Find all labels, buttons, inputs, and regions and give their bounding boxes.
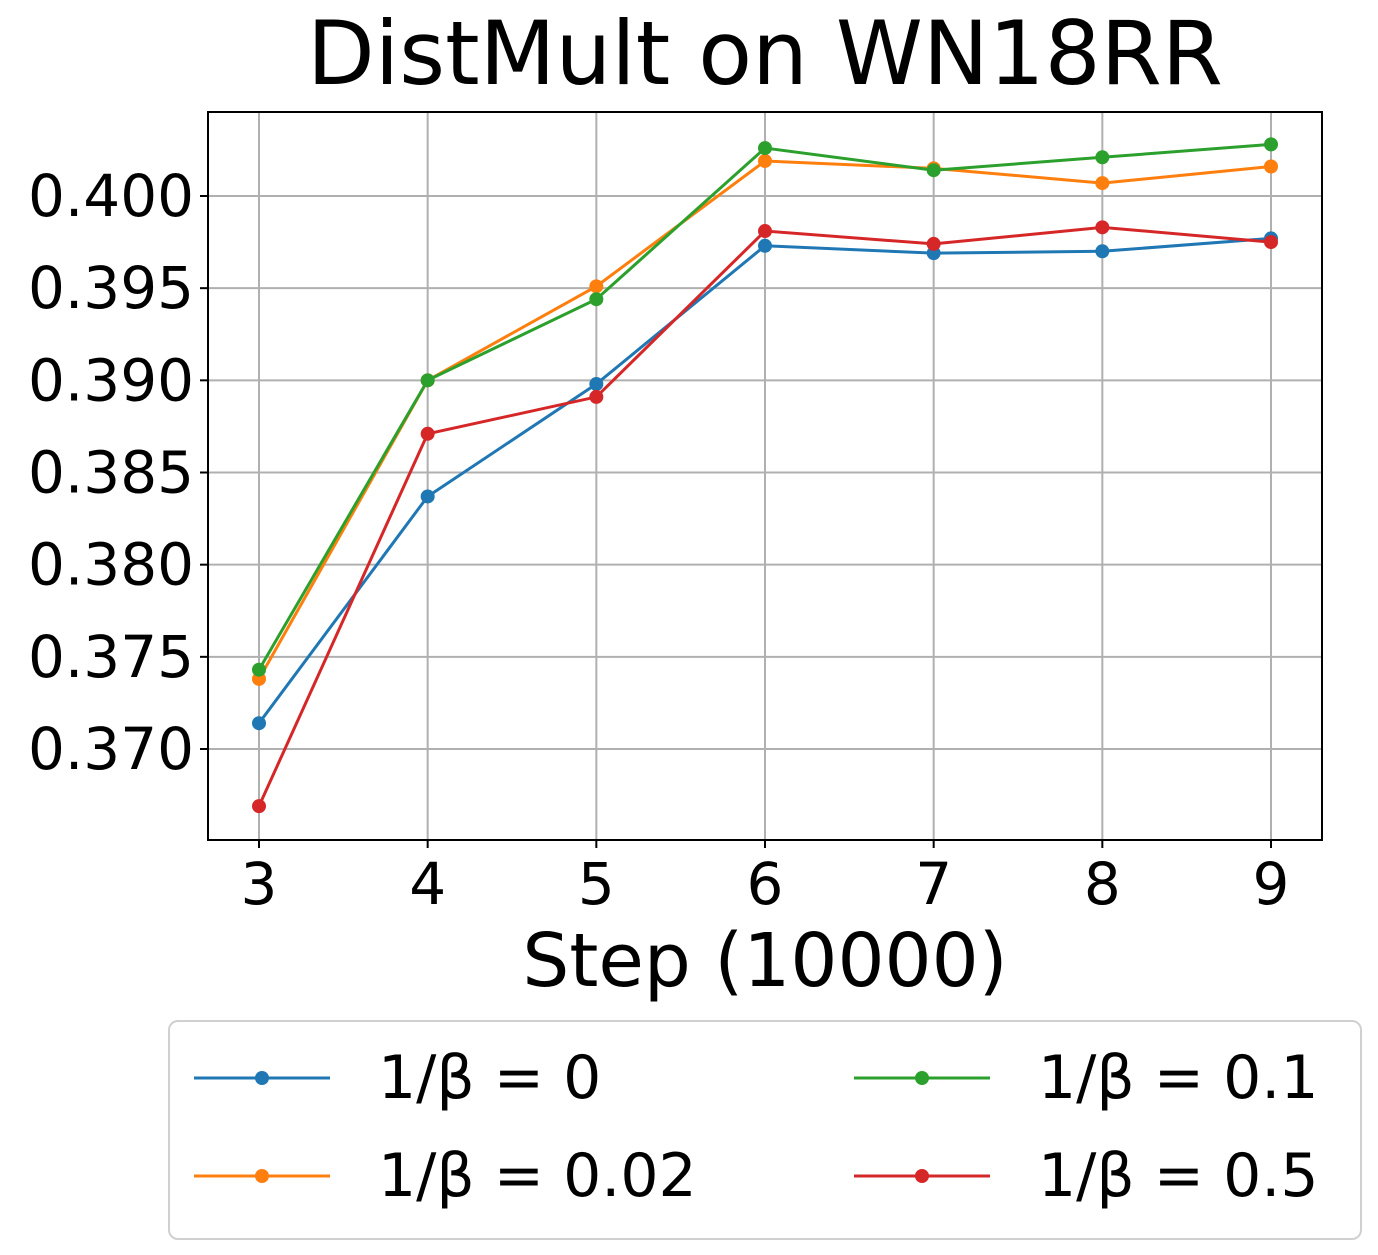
series-line: [252, 137, 1278, 677]
data-point: [252, 716, 266, 731]
data-point: [420, 426, 435, 441]
data-point: [1264, 159, 1278, 174]
data-point: [1264, 137, 1278, 152]
data-point: [420, 373, 435, 388]
data-point: [420, 489, 435, 504]
y-tick-label: 0.400: [28, 162, 194, 230]
data-point: [1095, 244, 1110, 259]
legend-label: 1/β = 0: [378, 1043, 602, 1113]
x-tick-label: 5: [578, 850, 615, 918]
x-axis-label: Step (10000): [522, 918, 1008, 1004]
legend: 1/β = 0 1/β = 0.1 1/β = 0.02 1/β = 0.5: [168, 1020, 1362, 1240]
series-line: [252, 220, 1278, 814]
legend-item-beta-0.5: 1/β = 0.5: [854, 1136, 1319, 1216]
y-tick-label: 0.390: [28, 346, 194, 414]
y-tick-label: 0.370: [28, 715, 194, 783]
data-point: [589, 292, 604, 307]
x-tick-label: 8: [1084, 850, 1121, 918]
x-tick-label: 7: [915, 850, 952, 918]
x-tick-label: 6: [747, 850, 784, 918]
data-point: [252, 662, 266, 677]
x-tick-label: 4: [409, 850, 446, 918]
data-point: [926, 163, 941, 178]
data-point: [1095, 150, 1110, 165]
data-point: [1095, 176, 1110, 191]
y-tick-label: 0.395: [28, 254, 194, 322]
x-tick-label: 3: [241, 850, 278, 918]
data-point: [1095, 220, 1110, 235]
legend-line-marker-icon: [194, 1071, 330, 1085]
data-point: [589, 389, 604, 404]
data-point: [252, 799, 266, 814]
y-tick-label: 0.380: [28, 531, 194, 599]
axes-frame: [207, 111, 1323, 841]
legend-label: 1/β = 0.5: [1038, 1141, 1319, 1211]
legend-label: 1/β = 0.02: [378, 1141, 697, 1211]
legend-line-marker-icon: [194, 1169, 330, 1183]
y-tick-label: 0.385: [28, 439, 194, 507]
series-line: [252, 231, 1278, 731]
data-point: [926, 236, 941, 251]
data-point: [589, 279, 604, 294]
data-point: [758, 238, 772, 253]
legend-item-beta-0: 1/β = 0: [194, 1038, 601, 1118]
data-point: [758, 141, 772, 156]
legend-line-marker-icon: [854, 1071, 990, 1085]
data-point: [589, 377, 604, 392]
legend-line-marker-icon: [854, 1169, 990, 1183]
x-tick-label: 9: [1253, 850, 1290, 918]
data-point: [758, 224, 772, 239]
plot-area: 0.370 0.375 0.380 0.385 0.390 0.395 0.400 3 4 5 6 7…: [28, 111, 1323, 918]
data-point: [1264, 235, 1278, 250]
y-tick-label: 0.375: [28, 623, 194, 691]
legend-item-beta-0.1: 1/β = 0.1: [854, 1038, 1319, 1118]
data-point: [758, 153, 772, 168]
chart-title: DistMult on WN18RR: [307, 2, 1223, 105]
legend-label: 1/β = 0.1: [1038, 1043, 1319, 1113]
legend-item-beta-0.02: 1/β = 0.02: [194, 1136, 697, 1216]
